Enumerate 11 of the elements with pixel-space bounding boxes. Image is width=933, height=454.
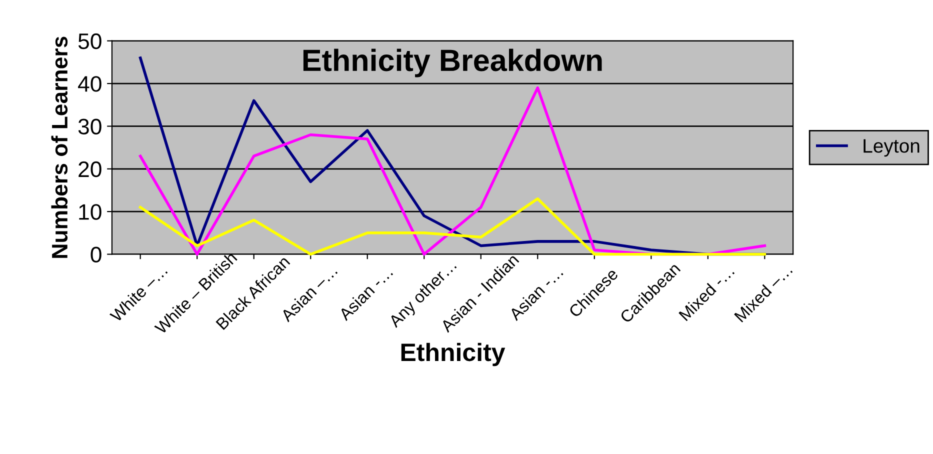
line-series (138, 197, 766, 256)
y-tick-label: 50 (78, 33, 102, 50)
y-tick-label: 10 (79, 204, 102, 220)
y-tick-label: 20 (78, 161, 102, 178)
y-tick-label: 30 (78, 118, 102, 134)
y-tick-label: 40 (78, 76, 102, 92)
chart-title: Ethnicity Breakdown (303, 48, 602, 78)
legend-label: Leyton (864, 139, 920, 157)
y-axis-title: Numbers of Learners (51, 36, 68, 258)
x-axis-title: Ethnicity (401, 342, 506, 366)
y-tick-label: 0 (90, 246, 102, 263)
